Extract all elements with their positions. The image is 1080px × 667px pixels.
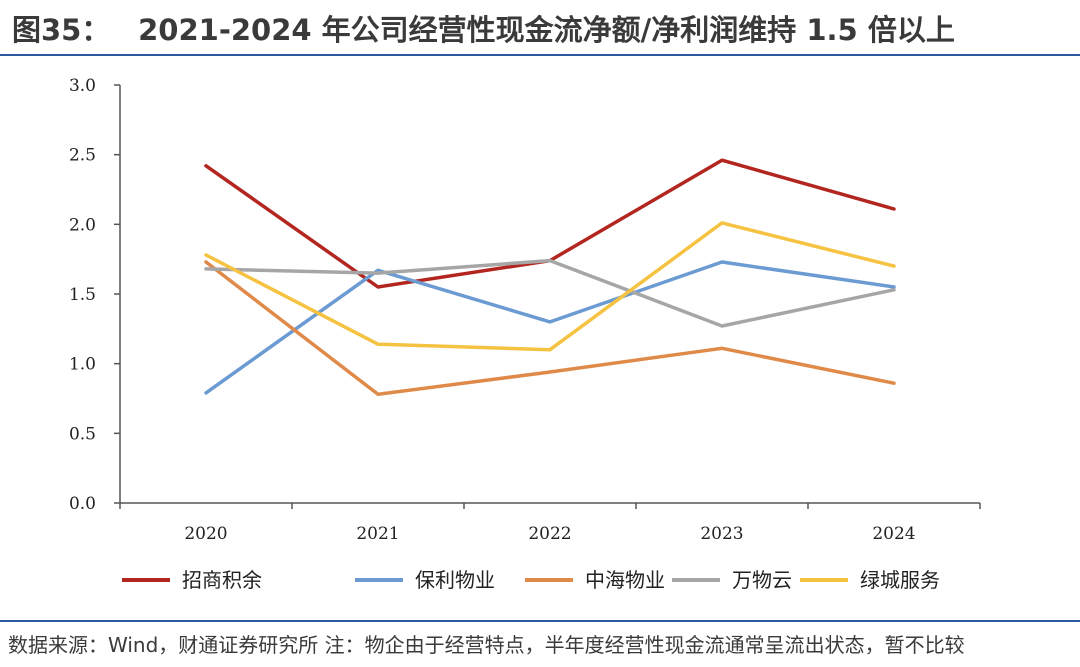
y-tick-label: 0.5	[69, 424, 96, 444]
legend-label: 绿城服务	[860, 568, 940, 592]
data-point	[720, 324, 724, 328]
series-line-中海物业	[204, 260, 896, 397]
figure-label: 图35：	[12, 13, 111, 47]
data-point	[548, 320, 552, 324]
chart-legend: 招商积余 保利物业 中海物业 万物云 绿城服务	[122, 568, 940, 592]
y-axis-ticks: 0.0 0.5 1.0 1.5 2.0 2.5 3.0	[69, 76, 120, 514]
data-point	[376, 392, 380, 396]
x-tick-label: 2021	[356, 524, 399, 544]
x-axis-ticks: 2020 2021 2022 2023 2024	[119, 503, 981, 544]
data-point	[204, 260, 208, 264]
data-point	[204, 164, 208, 168]
y-tick-label: 1.0	[69, 355, 96, 375]
data-point	[204, 391, 208, 395]
data-point	[892, 381, 896, 385]
x-tick-label: 2020	[184, 524, 227, 544]
series-line-招商积余	[204, 158, 896, 289]
data-point	[376, 285, 380, 289]
x-tick-label: 2024	[872, 524, 915, 544]
data-point	[204, 267, 208, 271]
legend-label: 万物云	[732, 568, 792, 592]
data-point	[376, 342, 380, 346]
data-point	[720, 346, 724, 350]
data-point	[892, 288, 896, 292]
data-point	[376, 271, 380, 275]
data-point	[548, 348, 552, 352]
title-divider	[0, 54, 1080, 56]
data-point	[720, 158, 724, 162]
chart-series	[204, 158, 896, 397]
x-tick-label: 2022	[528, 524, 571, 544]
series-line-绿城服务	[204, 221, 896, 352]
source-note: 数据来源：Wind，财通证券研究所 注：物企由于经营特点，半年度经营性现金流通常…	[8, 633, 965, 657]
legend-label: 招商积余	[182, 568, 262, 592]
legend-label: 中海物业	[585, 568, 665, 592]
figure-title: 图35： 2021-2024 年公司经营性现金流净额/净利润维持 1.5 倍以上	[12, 8, 955, 52]
data-point	[376, 268, 380, 272]
data-point	[548, 259, 552, 263]
data-point	[720, 260, 724, 264]
source-divider	[0, 620, 1080, 622]
data-point	[548, 370, 552, 374]
y-tick-label: 0.0	[69, 494, 96, 514]
y-tick-label: 3.0	[69, 76, 96, 96]
y-tick-label: 2.0	[69, 215, 96, 235]
legend-label: 保利物业	[415, 568, 495, 592]
line-chart: 0.00.51.01.52.02.53.0 2020 2021 2022 2023 20…	[69, 76, 981, 592]
data-point	[892, 264, 896, 268]
data-point	[892, 285, 896, 289]
y-tick-label: 1.5	[69, 285, 96, 305]
y-tick-label: 2.5	[69, 146, 96, 166]
data-point	[720, 221, 724, 225]
data-point	[204, 253, 208, 257]
figure-title-text: 2021-2024 年公司经营性现金流净额/净利润维持 1.5 倍以上	[138, 13, 955, 47]
data-point	[892, 207, 896, 211]
x-tick-label: 2023	[700, 524, 743, 544]
